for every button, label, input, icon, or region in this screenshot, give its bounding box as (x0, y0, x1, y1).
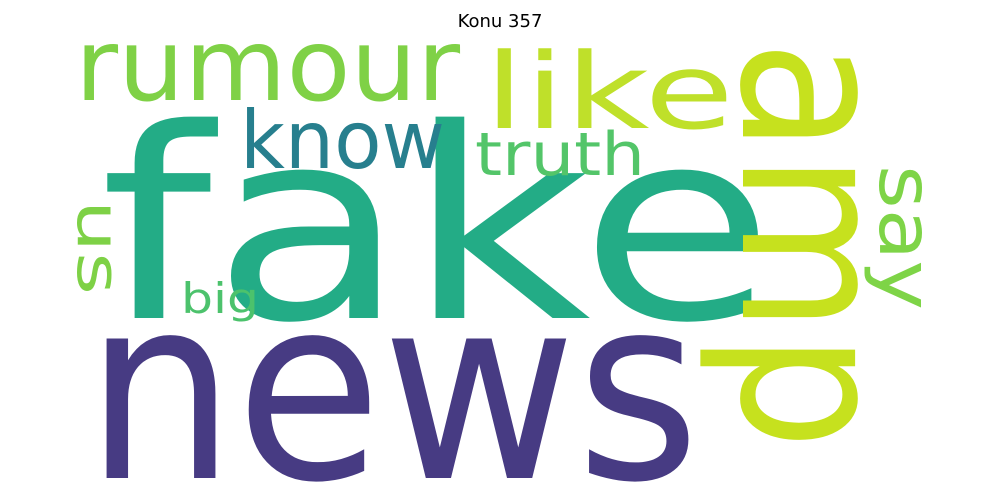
word-say: say (862, 165, 950, 310)
word-fake: fake (100, 73, 775, 381)
word-truth: truth (475, 120, 645, 190)
word-know: know (240, 94, 445, 187)
chart-title: Konu 357 (457, 11, 543, 32)
word-rumour: rumour (75, 7, 461, 124)
word-news: news (85, 242, 700, 500)
word-like: like (484, 31, 734, 153)
word-amp: amp (694, 40, 932, 450)
word-big: big (181, 274, 259, 323)
word-us: us (63, 200, 133, 295)
